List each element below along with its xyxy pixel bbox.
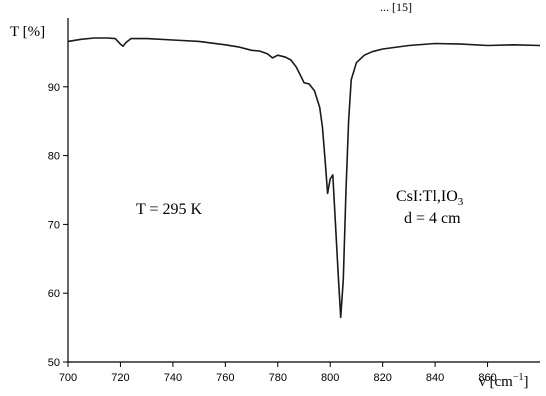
- x-tick-label: 820: [373, 372, 391, 384]
- x-axis-title: ν [cm−1]: [479, 372, 529, 390]
- series-line-transmission: [68, 38, 540, 317]
- x-ticks: 700 720 740 760 780 800 820 840 860: [59, 362, 497, 384]
- x-axis-title-sup: −1: [513, 372, 524, 383]
- y-tick-label: 60: [48, 288, 60, 300]
- annotation-sample: CsI:Tl,IO3: [396, 188, 464, 208]
- x-tick-label: 740: [164, 372, 182, 384]
- annotation-thickness: d = 4 cm: [404, 210, 461, 227]
- x-tick-label: 760: [216, 372, 234, 384]
- y-ticks: 50 60 70 80 90: [48, 82, 68, 369]
- y-tick-label: 70: [48, 219, 60, 231]
- y-axis-title: T [%]: [10, 24, 45, 40]
- y-tick-label: 80: [48, 151, 60, 163]
- y-tick-label: 90: [48, 82, 60, 94]
- y-tick-label: 50: [48, 357, 60, 369]
- annotation-sample-main: CsI:Tl,IO: [396, 188, 458, 205]
- x-tick-label: 720: [111, 372, 129, 384]
- x-tick-label: 700: [59, 372, 77, 384]
- x-tick-label: 800: [321, 372, 339, 384]
- x-tick-label: 840: [426, 372, 444, 384]
- x-axis-title-close: ]: [524, 374, 529, 390]
- top-text-fragment: ... [15]: [380, 0, 412, 14]
- x-axis-title-main: ν [cm: [479, 374, 513, 390]
- x-tick-label: 780: [269, 372, 287, 384]
- annotation-temperature: T = 295 K: [136, 201, 203, 218]
- annotation-sample-sub: 3: [458, 196, 464, 208]
